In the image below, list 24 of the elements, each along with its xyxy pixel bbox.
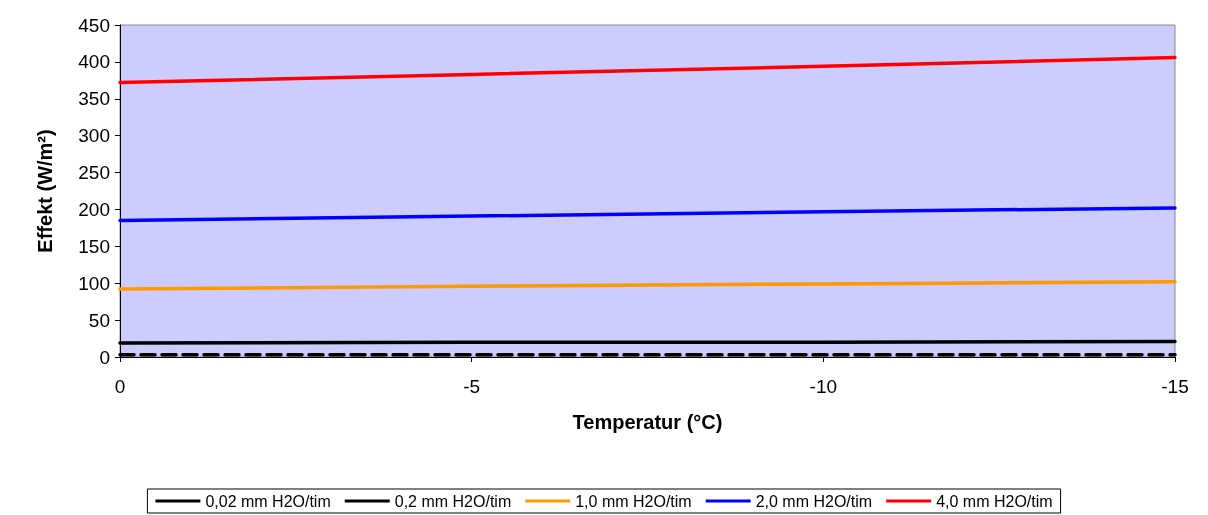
- y-tick-label: 400: [78, 51, 110, 73]
- y-tick-label: 50: [88, 309, 110, 331]
- y-tick-label: 250: [78, 162, 110, 184]
- legend-label: 2,0 mm H2O/tim: [755, 492, 873, 510]
- x-tick-label: -10: [809, 376, 838, 397]
- y-tick-label: 450: [78, 14, 110, 36]
- x-tick-label: 0: [114, 376, 126, 397]
- x-axis-title: Temperatur (°C): [572, 411, 723, 433]
- legend-label: 0,2 mm H2O/tim: [394, 492, 512, 510]
- x-tick-label: -15: [1161, 376, 1189, 397]
- line-series: [118, 206, 1177, 223]
- y-tick-label: 0: [99, 346, 110, 368]
- legend-label: 0,02 mm H2O/tim: [205, 492, 331, 510]
- y-axis-title: Effekt (W/m²): [34, 129, 56, 253]
- y-tick-label: 150: [78, 235, 110, 257]
- y-tick-label: 350: [78, 88, 110, 110]
- legend-label: 1,0 mm H2O/tim: [575, 492, 692, 510]
- y-tick-label: 300: [78, 125, 110, 147]
- legend-label: 4,0 mm H2O/tim: [936, 492, 1053, 510]
- line-series: [118, 55, 1177, 85]
- line-series: [118, 280, 1177, 291]
- x-tick-label: -5: [463, 376, 481, 397]
- y-tick-label: 200: [78, 198, 110, 220]
- y-tick-label: 100: [78, 272, 110, 294]
